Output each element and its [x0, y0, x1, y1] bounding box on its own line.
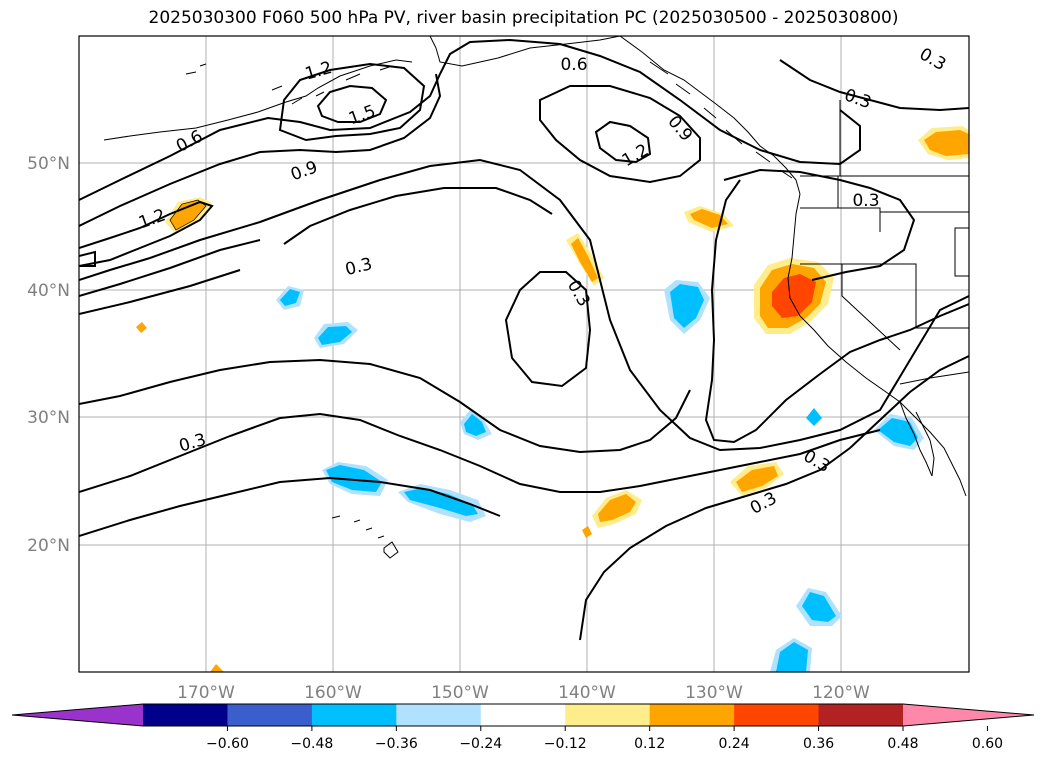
contour-0.3-sw [579, 355, 969, 641]
precip-negative-region [670, 284, 704, 328]
precip-negative-region [878, 418, 918, 446]
contour-label: 0.3 [852, 191, 879, 211]
precip-negative-region [404, 488, 478, 516]
baja [899, 401, 933, 477]
colorbar-swatch [649, 704, 735, 726]
colorbar-outline [11, 703, 1035, 727]
precip-negative-region [326, 465, 382, 492]
precip-negative-region [464, 414, 486, 436]
precip-positive-region [598, 494, 636, 522]
map-frame [78, 35, 970, 673]
contour-west-ext [79, 239, 261, 297]
contour-0.3-ne2 [779, 59, 969, 112]
lat-label: 50°N [27, 154, 70, 174]
colorbar: −0.60 −0.48 −0.36 −0.24 −0.12 0.12 0.24 0.36 0.4… [11, 703, 1035, 752]
canada-coast [619, 36, 801, 195]
contour-0.3-north [79, 158, 969, 452]
contour-1.5-closed [316, 84, 388, 123]
colorbar-tick-label: −0.24 [459, 736, 502, 752]
lat-label: 20°N [27, 536, 70, 556]
hawaii-islands [331, 515, 399, 559]
lat-label: 30°N [27, 408, 70, 428]
precip-positive-region [571, 238, 598, 282]
contour-0.6-inner [539, 85, 701, 184]
precip-positive-region [582, 526, 592, 538]
precip-positive-region [169, 199, 207, 231]
coastlines [103, 36, 969, 559]
us-state-borders [800, 175, 969, 351]
contour-0.9 [79, 73, 442, 227]
alaska-coast [429, 36, 621, 67]
contour-0.3-south2 [79, 476, 501, 537]
colorbar-swatch [311, 704, 397, 726]
latitude-labels: 50°N 40°N 30°N 20°N [27, 154, 70, 556]
gulf-of-california [915, 411, 935, 477]
contour-1.2-inner [594, 120, 652, 164]
contour-west-stub [79, 250, 96, 267]
colorbar-tick-label: 0.12 [634, 736, 665, 752]
map-title: 2025030300 F060 500 hPa PV, river basin … [148, 8, 899, 28]
contour-1.2-west [79, 200, 214, 267]
lat-label: 40°N [27, 281, 70, 301]
contour-1.2-closed [278, 62, 426, 142]
contour-0.6 [79, 38, 861, 201]
contour-west-ext2 [79, 269, 241, 315]
colorbar-tick-label: −0.12 [544, 736, 587, 752]
lon-label: 120°W [812, 683, 870, 703]
colorbar-tick-label: −0.36 [375, 736, 418, 752]
precip-positive-region [772, 274, 816, 318]
contour-0.9-inner [283, 187, 553, 245]
contour-0.3-closed [504, 271, 592, 388]
precip-positive-region [924, 130, 969, 156]
precip-negative-region [318, 326, 352, 345]
alaska-islands [103, 59, 413, 141]
contour-label: 0.6 [560, 55, 587, 75]
pv-contours [79, 38, 969, 641]
precip-positive-region [136, 322, 147, 333]
colorbar-swatch [227, 704, 313, 726]
aleutian-islands [185, 63, 393, 105]
colorbar-tick-label: 0.36 [803, 736, 834, 752]
lon-label: 140°W [558, 683, 616, 703]
colorbar-swatch [734, 704, 820, 726]
colorbar-extend-high [903, 704, 1034, 726]
longitude-labels: 170°W 160°W 150°W 140°W 130°W 120°W [177, 683, 870, 703]
precip-shading [136, 126, 969, 672]
lon-label: 170°W [177, 683, 235, 703]
contour-0.3-south-loop [79, 358, 691, 454]
precip-negative-region [802, 592, 836, 622]
colorbar-swatch [143, 704, 228, 726]
colorbar-swatch [396, 704, 482, 726]
colorbar-swatch [480, 704, 566, 726]
precip-negative-region [806, 408, 822, 426]
contour-0.3-south [79, 412, 881, 493]
map-area [79, 36, 969, 672]
lon-label: 130°W [685, 683, 743, 703]
precip-positive-region [210, 664, 224, 672]
us-west-coast [787, 193, 967, 497]
contour-0.3-ne [723, 168, 916, 281]
colorbar-swatch [818, 704, 904, 726]
lon-label: 160°W [304, 683, 362, 703]
precip-negative-region [280, 289, 300, 306]
colorbar-tick-label: 0.24 [719, 736, 750, 752]
colorbar-tick-label: −0.48 [290, 736, 333, 752]
colorbar-tick-label: 0.60 [972, 736, 1003, 752]
colorbar-swatch [565, 704, 651, 726]
precip-positive-region [736, 466, 778, 492]
contour-0.3-vertical [704, 179, 969, 444]
colorbar-tick-label: −0.60 [206, 736, 249, 752]
lon-label: 150°W [431, 683, 489, 703]
colorbar-extend-low [12, 704, 143, 726]
precip-negative-region [776, 642, 808, 672]
precip-positive-region [690, 209, 728, 228]
colorbar-tick-label: 0.48 [887, 736, 918, 752]
